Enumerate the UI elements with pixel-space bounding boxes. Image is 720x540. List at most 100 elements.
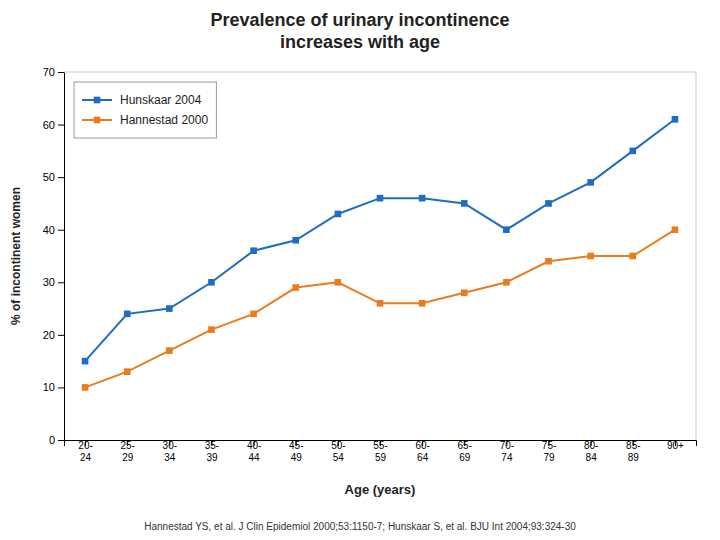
- tick-mark: [58, 230, 64, 231]
- tick: 50-54: [331, 440, 345, 463]
- marker: [545, 200, 552, 207]
- x-axis: 20-24 25-29 30-34 35-39 40-44 45-49 50-54 55-59…: [65, 440, 697, 463]
- marker: [672, 116, 679, 123]
- tick-label-line: 55-: [373, 440, 387, 451]
- tick: 30: [43, 276, 64, 288]
- tick-label-line: 64: [417, 452, 429, 463]
- legend-label: Hunskaar 2004: [120, 93, 202, 107]
- marker: [503, 226, 510, 233]
- tick: 90+: [667, 440, 684, 451]
- marker: [208, 279, 215, 286]
- tick-label-line: 84: [586, 452, 598, 463]
- tick: 60: [43, 119, 64, 131]
- tick: 25-29: [120, 440, 134, 463]
- legend-item: Hannestad 2000: [82, 113, 208, 127]
- marker: [377, 300, 384, 307]
- frame: [696, 72, 697, 440]
- legend-item: Hunskaar 2004: [82, 93, 202, 107]
- y-axis: 0 10 20 30 40 50 60 70: [43, 66, 65, 446]
- tick: 20-24: [78, 440, 92, 463]
- line: [85, 119, 675, 361]
- tick-mark: [58, 177, 64, 178]
- legend-label: Hannestad 2000: [120, 113, 208, 127]
- tick-label-line: 24: [80, 452, 92, 463]
- tick: 75-79: [542, 440, 556, 463]
- tick-label: 10: [43, 381, 55, 393]
- tick-label-line: 44: [249, 452, 261, 463]
- tick-mark: [58, 72, 64, 73]
- tick-label-line: 89: [628, 452, 640, 463]
- tick-label-line: 59: [375, 452, 387, 463]
- marker: [629, 148, 636, 155]
- tick-label-line: 45-: [289, 440, 303, 451]
- tick: 0: [49, 434, 64, 446]
- tick-label-line: 49: [291, 452, 303, 463]
- tick-label: 20-24: [78, 440, 92, 463]
- tick: 10: [43, 381, 64, 393]
- tick: 50: [43, 171, 64, 183]
- legend-marker: [94, 117, 101, 124]
- y-axis-title: % of incontinent women: [9, 187, 23, 325]
- tick-label-line: 79: [543, 452, 555, 463]
- tick-label-line: 29: [122, 452, 134, 463]
- tick: 60-64: [415, 440, 429, 463]
- tick-label-line: 50-: [331, 440, 345, 451]
- tick-label-line: 35-: [205, 440, 219, 451]
- tick: 55-59: [373, 440, 387, 463]
- tick-mark: [58, 335, 64, 336]
- marker: [250, 247, 257, 254]
- tick-label-line: 75-: [542, 440, 556, 451]
- marker: [377, 195, 384, 202]
- tick-label: 40: [43, 224, 55, 236]
- tick: 70: [43, 66, 64, 78]
- tick-mark: [58, 125, 64, 126]
- tick-label-line: 40-: [247, 440, 261, 451]
- marker: [208, 326, 215, 333]
- chart: Prevalence of urinary incontinenceincrea…: [0, 0, 720, 540]
- tick-label: 50-54: [331, 440, 345, 463]
- marker: [461, 289, 468, 296]
- tick-label: 65-69: [458, 440, 472, 463]
- tick-label: 35-39: [205, 440, 219, 463]
- marker: [166, 347, 173, 354]
- tick-label: 50: [43, 171, 55, 183]
- tick: 70-74: [500, 440, 514, 463]
- tick-label-line: 85-: [626, 440, 640, 451]
- tick-label: 40-44: [247, 440, 261, 463]
- tick: 30-34: [163, 440, 177, 463]
- tick-label: 70: [43, 66, 55, 78]
- tick-label: 55-59: [373, 440, 387, 463]
- tick-label: 85-89: [626, 440, 640, 463]
- marker: [292, 237, 299, 244]
- tick-label-line: 70-: [500, 440, 514, 451]
- marker: [503, 279, 510, 286]
- tick: 80-84: [584, 440, 598, 463]
- marker: [419, 300, 426, 307]
- tick-label: 20: [43, 329, 55, 341]
- tick-label-line: 80-: [584, 440, 598, 451]
- title: Prevalence of urinary incontinence: [210, 10, 509, 30]
- tick-label-line: 65-: [458, 440, 472, 451]
- legend: Hunskaar 2004 Hannestad 2000: [74, 82, 216, 138]
- tick: 35-39: [205, 440, 219, 463]
- marker: [292, 284, 299, 291]
- marker: [250, 311, 257, 318]
- tick-label-line: 60-: [415, 440, 429, 451]
- tick-label-line: 34: [164, 452, 176, 463]
- tick-label-line: 74: [501, 452, 513, 463]
- marker: [587, 253, 594, 260]
- tick: 40-44: [247, 440, 261, 463]
- tick: 45-49: [289, 440, 303, 463]
- marks: [82, 116, 678, 391]
- marker: [587, 179, 594, 186]
- legend-box: [74, 82, 216, 138]
- tick-label: 70-74: [500, 440, 514, 463]
- marker: [335, 211, 342, 218]
- marker: [672, 226, 679, 233]
- tick: 40: [43, 224, 64, 236]
- axis-line: [58, 73, 65, 441]
- marker: [82, 384, 89, 391]
- tick-label: 0: [49, 434, 55, 446]
- tick-label: 60-64: [415, 440, 429, 463]
- tick-label-line: 25-: [120, 440, 134, 451]
